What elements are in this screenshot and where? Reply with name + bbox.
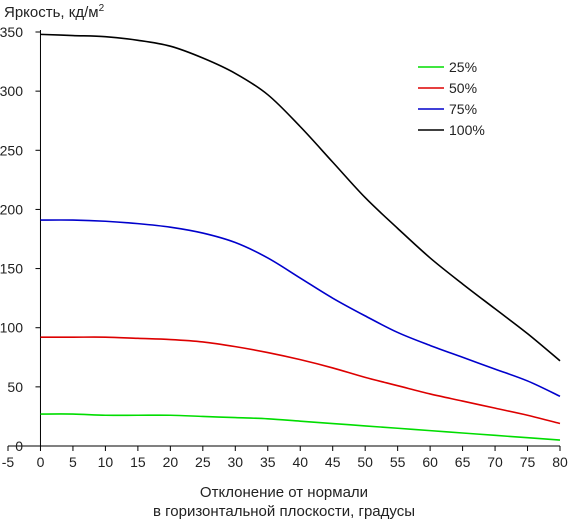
axes: -5 0 5 10 15 20 25 30 35 40 45 50 55 60 65 70 75 80050100… <box>0 24 568 470</box>
series-line-100pct <box>40 33 561 362</box>
x-tick-label: 60 <box>422 454 438 470</box>
legend-label: 100% <box>449 122 485 138</box>
y-axis-label: Яркость, кд/м2 <box>4 3 105 21</box>
x-tick-label: 35 <box>260 454 276 470</box>
y-axis-label-superscript: 2 <box>99 3 105 14</box>
legend: 25% 50% 75% 100% <box>418 59 485 138</box>
y-tick-label: 350 <box>0 24 23 40</box>
x-tick-label: 40 <box>292 454 308 470</box>
x-tick-label: 10 <box>98 454 114 470</box>
x-tick-label: 25 <box>195 454 211 470</box>
x-tick-label: 15 <box>130 454 146 470</box>
y-tick-label: 200 <box>0 201 23 217</box>
y-tick-label: 0 <box>15 438 23 454</box>
x-tick-label: 20 <box>163 454 179 470</box>
x-tick-label: 65 <box>455 454 471 470</box>
x-tick-label: 75 <box>520 454 536 470</box>
x-axis-label-line2: в горизонтальной плоскости, градусы <box>153 503 415 520</box>
legend-label: 25% <box>449 59 477 75</box>
x-tick-label: 5 <box>69 454 77 470</box>
x-tick-label: -5 <box>2 454 15 470</box>
series-lines <box>40 33 561 441</box>
x-tick-label: 30 <box>228 454 244 470</box>
x-tick-label: 70 <box>487 454 503 470</box>
x-tick-label: 55 <box>390 454 406 470</box>
y-tick-label: 250 <box>0 142 23 158</box>
series-line-25pct <box>40 413 561 441</box>
y-axis-label-text: Яркость, кд/м <box>4 4 99 21</box>
legend-label: 50% <box>449 80 477 96</box>
x-tick-label: 0 <box>37 454 45 470</box>
series-line-50pct <box>40 336 561 425</box>
y-tick-label: 300 <box>0 83 23 99</box>
y-tick-label: 150 <box>0 261 23 277</box>
series-line-75pct <box>40 219 561 398</box>
y-tick-label: 50 <box>7 379 23 395</box>
y-tick-label: 100 <box>0 320 23 336</box>
x-tick-label: 80 <box>552 454 568 470</box>
x-tick-label: 50 <box>357 454 373 470</box>
x-axis-label-line1: Отклонение от нормали <box>200 484 368 501</box>
legend-label: 75% <box>449 101 477 117</box>
x-tick-label: 45 <box>325 454 341 470</box>
